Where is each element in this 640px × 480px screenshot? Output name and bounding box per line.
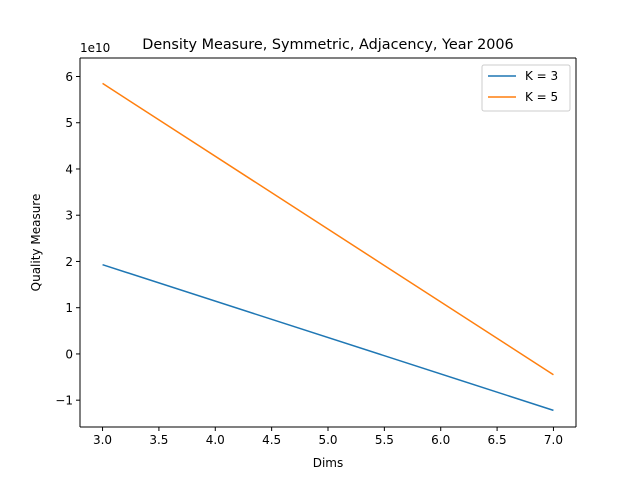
- y-tick-label: 3: [65, 209, 73, 223]
- x-tick-label: 5.5: [375, 433, 394, 447]
- legend: K = 3 K = 5: [481, 64, 571, 112]
- series-line-k3: [102, 263, 554, 412]
- x-tick-label: 7.0: [544, 433, 563, 447]
- y-offset-label: 1e10: [80, 41, 110, 55]
- series-line-k5: [102, 82, 554, 376]
- x-tick-label: 3.0: [93, 433, 112, 447]
- y-tick-label: 4: [65, 162, 73, 176]
- y-tick-label: 6: [65, 70, 73, 84]
- series-layer: [102, 82, 554, 412]
- y-tick-label: 2: [65, 255, 73, 269]
- x-tick-label: 3.5: [149, 433, 168, 447]
- x-tick-label: 5.0: [318, 433, 337, 447]
- y-axis-ticks: −1 0 1 2 3 4 5 6: [55, 70, 80, 408]
- x-axis-label: Dims: [313, 456, 344, 470]
- x-axis-ticks: 3.0 3.5 4.0 4.5 5.0 5.5 6.0 6.5 7.0: [93, 427, 563, 447]
- x-tick-label: 6.0: [431, 433, 450, 447]
- x-tick-label: 4.0: [206, 433, 225, 447]
- y-axis-label: Quality Measure: [29, 194, 43, 292]
- y-tick-label: 0: [65, 347, 73, 361]
- y-tick-label: 1: [65, 301, 73, 315]
- legend-label-k3: K = 3: [525, 69, 558, 83]
- x-tick-label: 6.5: [488, 433, 507, 447]
- y-tick-label: −1: [55, 394, 73, 408]
- legend-label-k5: K = 5: [525, 90, 558, 104]
- y-tick-label: 5: [65, 116, 73, 130]
- plot-area: [80, 58, 576, 427]
- chart-title: Density Measure, Symmetric, Adjacency, Y…: [142, 37, 513, 53]
- x-tick-label: 4.5: [262, 433, 281, 447]
